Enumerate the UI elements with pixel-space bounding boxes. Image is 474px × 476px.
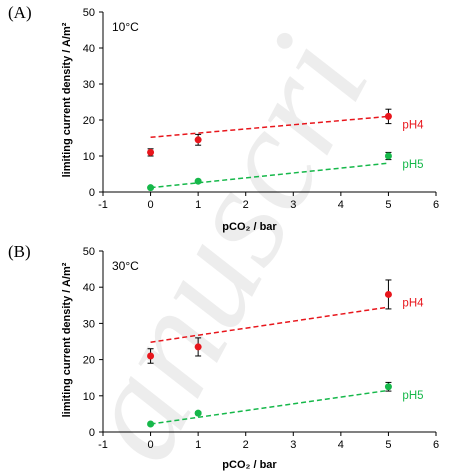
x-tick-label: 0 <box>148 199 154 211</box>
data-point-ph5 <box>147 184 155 192</box>
x-tick-label: 3 <box>290 199 296 211</box>
y-tick-label: 10 <box>83 391 95 403</box>
x-tick-label: 5 <box>385 439 391 451</box>
y-tick-label: 50 <box>83 7 95 19</box>
data-point-ph4 <box>194 343 202 351</box>
series-ph4: pH4 <box>147 108 424 157</box>
x-axis-title: pCO₂ / bar <box>222 459 277 471</box>
data-point-ph4 <box>147 148 155 156</box>
y-tick-label: 0 <box>89 187 95 199</box>
x-axis-title: pCO₂ / bar <box>222 221 277 233</box>
panel-letter: (B) <box>8 242 31 261</box>
x-tick-label: 2 <box>243 439 249 451</box>
y-tick-label: 40 <box>83 43 95 55</box>
x-tick-label: -1 <box>98 199 108 211</box>
y-tick-label: 50 <box>83 246 95 258</box>
series-ph5: pH5 <box>147 151 424 192</box>
data-point-ph5 <box>194 177 202 185</box>
series-label-ph5: pH5 <box>402 390 423 402</box>
x-tick-label: 6 <box>433 439 439 451</box>
y-tick-label: 40 <box>83 282 95 294</box>
data-point-ph4 <box>147 352 155 360</box>
y-tick-label: 20 <box>83 355 95 367</box>
temperature-annotation: 10°C <box>112 20 139 34</box>
x-tick-label: 6 <box>433 199 439 211</box>
x-tick-label: 4 <box>338 199 344 211</box>
x-tick-label: -1 <box>98 439 108 451</box>
data-point-ph5 <box>147 420 155 428</box>
x-tick-label: 5 <box>385 199 391 211</box>
y-axis-title: limiting current density / A/m² <box>61 22 73 177</box>
trend-line-ph4 <box>150 306 389 343</box>
y-tick-label: 30 <box>83 318 95 330</box>
series-ph4: pH4 <box>147 279 424 364</box>
x-tick-label: 1 <box>195 439 201 451</box>
x-tick-label: 1 <box>195 199 201 211</box>
trend-line-ph5 <box>150 389 389 425</box>
series-ph5: pH5 <box>147 381 424 428</box>
series-label-ph4: pH4 <box>402 297 424 309</box>
x-tick-label: 2 <box>243 199 249 211</box>
x-tick-label: 0 <box>148 439 154 451</box>
series-label-ph5: pH5 <box>402 159 423 171</box>
y-tick-label: 10 <box>83 151 95 163</box>
data-point-ph5 <box>194 409 202 417</box>
data-point-ph5 <box>384 152 392 160</box>
x-tick-label: 3 <box>290 439 296 451</box>
y-tick-label: 20 <box>83 115 95 127</box>
y-tick-label: 0 <box>89 427 95 439</box>
panel-letter: (A) <box>8 3 32 22</box>
x-tick-label: 4 <box>338 439 344 451</box>
series-label-ph4: pH4 <box>402 119 424 131</box>
data-point-ph5 <box>384 383 392 391</box>
temperature-annotation: 30°C <box>112 259 139 273</box>
data-point-ph4 <box>194 136 202 144</box>
data-point-ph4 <box>384 290 392 298</box>
y-axis-title: limiting current density / A/m² <box>61 262 73 417</box>
data-point-ph4 <box>384 112 392 120</box>
y-tick-label: 30 <box>83 79 95 91</box>
watermark-text: anuscri <box>43 10 401 476</box>
